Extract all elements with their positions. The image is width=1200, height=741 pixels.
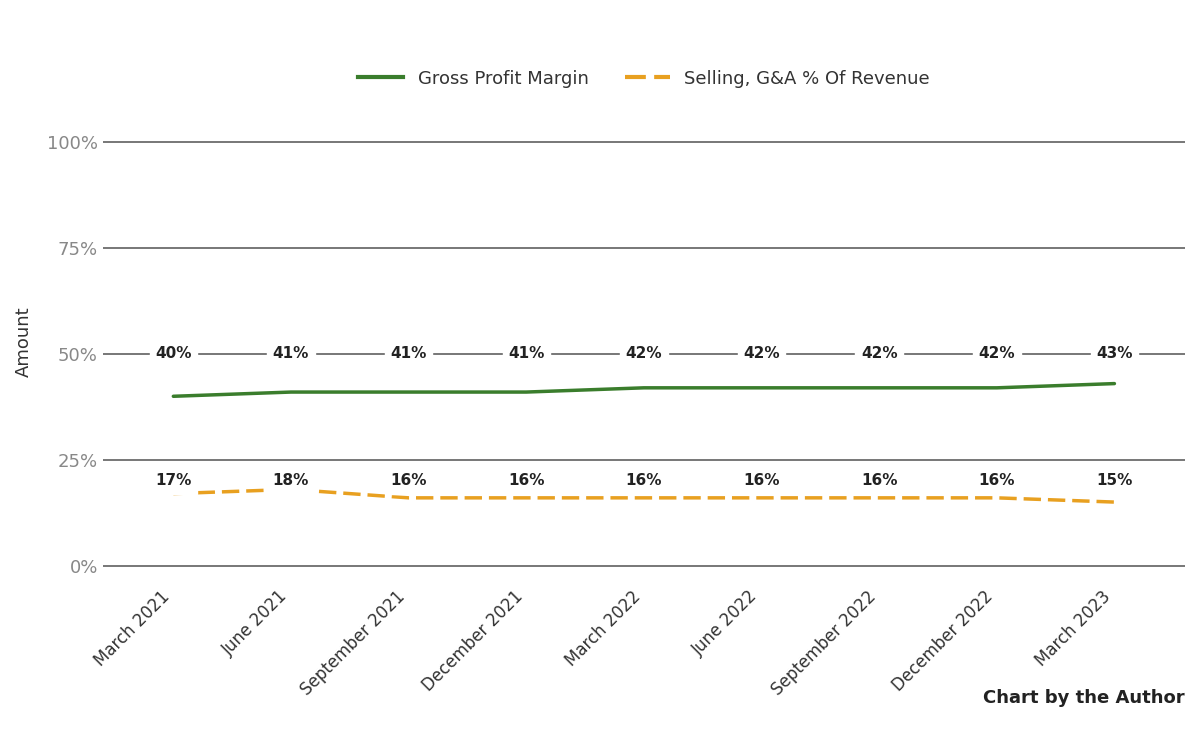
Gross Profit Margin [402, 388, 416, 396]
Text: 41%: 41% [508, 347, 545, 362]
Text: 41%: 41% [272, 347, 310, 362]
Gross Profit Margin [637, 383, 652, 392]
Selling, G&A % Of Revenue [283, 485, 298, 494]
Text: 16%: 16% [978, 473, 1015, 488]
Gross Profit Margin [166, 392, 180, 401]
Text: 16%: 16% [860, 473, 898, 488]
Gross Profit Margin [755, 383, 769, 392]
Line: Selling, G&A % Of Revenue: Selling, G&A % Of Revenue [173, 489, 1115, 502]
Text: 41%: 41% [390, 347, 427, 362]
Gross Profit Margin [872, 383, 887, 392]
Text: 42%: 42% [978, 347, 1015, 362]
Gross Profit Margin [520, 388, 534, 396]
Text: 16%: 16% [508, 473, 545, 488]
Selling, G&A % Of Revenue [990, 494, 1004, 502]
Selling, G&A % Of Revenue [637, 494, 652, 502]
Text: 16%: 16% [625, 473, 662, 488]
Legend: Gross Profit Margin, Selling, G&A % Of Revenue: Gross Profit Margin, Selling, G&A % Of R… [349, 61, 938, 97]
Text: Chart by the Author: Chart by the Author [983, 688, 1186, 707]
Selling, G&A % Of Revenue [1108, 498, 1122, 507]
Selling, G&A % Of Revenue [520, 494, 534, 502]
Y-axis label: Amount: Amount [14, 306, 32, 376]
Gross Profit Margin [990, 383, 1004, 392]
Text: 42%: 42% [743, 347, 780, 362]
Selling, G&A % Of Revenue [402, 494, 416, 502]
Text: 43%: 43% [1096, 347, 1133, 362]
Text: 16%: 16% [743, 473, 780, 488]
Selling, G&A % Of Revenue [166, 489, 180, 498]
Text: 17%: 17% [155, 473, 192, 488]
Text: 16%: 16% [390, 473, 427, 488]
Gross Profit Margin [1108, 379, 1122, 388]
Text: 40%: 40% [155, 347, 192, 362]
Text: 18%: 18% [272, 473, 310, 488]
Gross Profit Margin [283, 388, 298, 396]
Text: 42%: 42% [860, 347, 898, 362]
Selling, G&A % Of Revenue [872, 494, 887, 502]
Text: 15%: 15% [1097, 473, 1133, 488]
Line: Gross Profit Margin: Gross Profit Margin [173, 384, 1115, 396]
Selling, G&A % Of Revenue [755, 494, 769, 502]
Text: 42%: 42% [625, 347, 662, 362]
